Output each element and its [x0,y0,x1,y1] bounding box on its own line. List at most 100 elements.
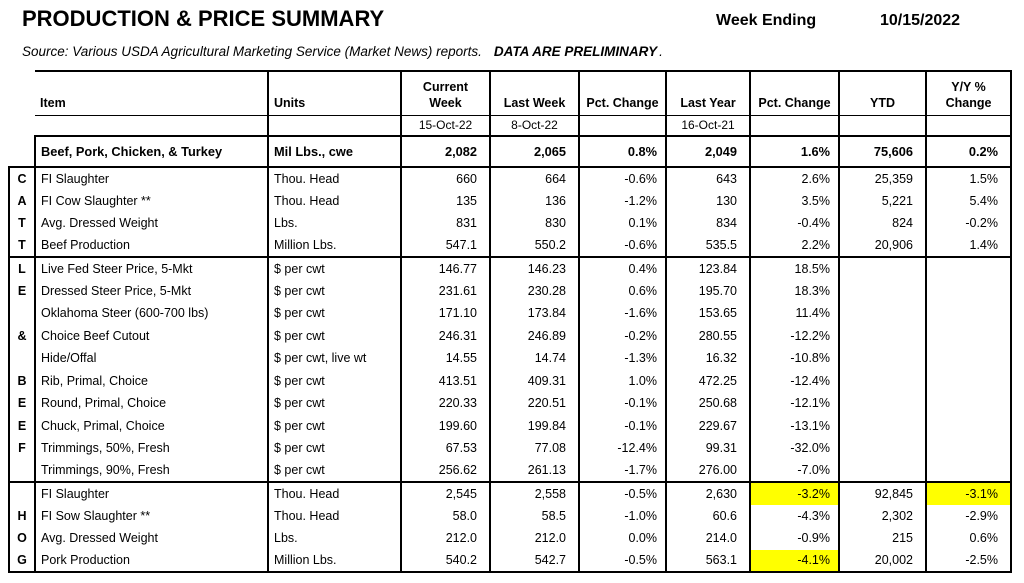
value-cell: 199.60 [401,414,491,437]
value-cell: -1.2% [579,189,667,212]
value-cell: -1.0% [579,504,667,527]
item-cell: Pork Production [34,549,269,573]
value-cell: 660 [401,167,491,190]
section-letter: E [8,414,36,437]
table-row: A FI Cow Slaughter ** Thou. Head 135 136 -1.2… [8,189,1012,212]
item-cell: Round, Primal, Choice [34,392,269,415]
section-letter: E [8,279,36,302]
value-cell: 2,630 [666,482,751,505]
column-header: Units [268,70,402,116]
value-cell: 256.62 [401,459,491,483]
date-cell [35,115,269,137]
item-cell: Trimmings, 90%, Fresh [34,459,269,483]
value-cell: 246.31 [401,324,491,347]
table-row: Trimmings, 90%, Fresh $ per cwt 256.62 261.… [8,459,1012,483]
value-cell-highlighted: -3.2% [750,482,840,505]
item-cell: Beef Production [34,234,269,258]
value-cell: 77.08 [490,437,580,460]
table-row: & Choice Beef Cutout $ per cwt 246.31 246.89… [8,324,1012,347]
value-cell: 215 [839,527,927,550]
value-cell: -32.0% [750,437,840,460]
value-cell: -12.4% [579,437,667,460]
date-cell: 15-Oct-22 [401,115,491,137]
item-cell: Choice Beef Cutout [34,324,269,347]
date-cell [839,115,927,137]
section-letter [8,302,36,325]
section-letter [8,482,36,505]
units-cell: Lbs. [268,212,402,235]
value-cell: -2.9% [926,504,1012,527]
value-cell: 276.00 [666,459,751,483]
value-cell: -0.5% [579,549,667,573]
table-row: B Rib, Primal, Choice $ per cwt 413.51 409.3… [8,369,1012,392]
value-cell [839,279,927,302]
table-row: E Chuck, Primal, Choice $ per cwt 199.60 199… [8,414,1012,437]
value-cell: -10.8% [750,347,840,370]
table-row: H FI Sow Slaughter ** Thou. Head 58.0 58.5 -1… [8,504,1012,527]
value-cell: 5.4% [926,189,1012,212]
units-cell: $ per cwt [268,392,402,415]
value-cell: 540.2 [401,549,491,573]
summary-value: 2,082 [401,136,491,168]
value-cell: 2,558 [490,482,580,505]
item-cell: Dressed Steer Price, 5-Mkt [34,279,269,302]
value-cell [926,392,1012,415]
section-letter: L [8,257,36,280]
value-cell: -1.7% [579,459,667,483]
value-cell: 280.55 [666,324,751,347]
value-cell: 14.74 [490,347,580,370]
value-cell [926,302,1012,325]
value-cell: -0.1% [579,414,667,437]
units-cell: $ per cwt [268,437,402,460]
date-cell [750,115,840,137]
value-cell: 135 [401,189,491,212]
summary-value: 2,049 [666,136,751,168]
section-letter [8,347,36,370]
value-cell: 195.70 [666,279,751,302]
units-cell: Lbs. [268,527,402,550]
item-cell: Chuck, Primal, Choice [34,414,269,437]
table-row: C FI Slaughter Thou. Head 660 664 -0.6% 643 2.6… [8,166,1012,190]
summary-value: 75,606 [839,136,927,168]
item-cell: FI Cow Slaughter ** [34,189,269,212]
value-cell: 0.1% [579,212,667,235]
item-cell: Live Fed Steer Price, 5-Mkt [34,257,269,280]
value-cell: -12.4% [750,369,840,392]
value-cell: 0.4% [579,257,667,280]
units-cell: $ per cwt [268,459,402,483]
section-letter: T [8,234,36,258]
value-cell: 413.51 [401,369,491,392]
value-cell: 212.0 [401,527,491,550]
item-cell: Hide/Offal [34,347,269,370]
value-cell: 171.10 [401,302,491,325]
value-cell: 18.5% [750,257,840,280]
summary-value: 0.2% [926,136,1012,168]
value-cell: 1.0% [579,369,667,392]
summary-item: Beef, Pork, Chicken, & Turkey [34,136,269,168]
value-cell: 2,302 [839,504,927,527]
value-cell: 60.6 [666,504,751,527]
value-cell: 123.84 [666,257,751,280]
date-cell [926,115,1012,137]
column-header: Pct. Change [750,70,840,116]
value-cell [926,347,1012,370]
value-cell: 0.6% [926,527,1012,550]
table-body: Item Units Current Week Last Week Pct. Chang… [8,70,1012,573]
value-cell: 11.4% [750,302,840,325]
value-cell: 214.0 [666,527,751,550]
value-cell: 230.28 [490,279,580,302]
summary-value: 0.8% [579,136,667,168]
section-letter: B [8,369,36,392]
value-cell: 0.6% [579,279,667,302]
value-cell: 146.23 [490,257,580,280]
value-cell: 824 [839,212,927,235]
value-cell: 563.1 [666,549,751,573]
value-cell [839,347,927,370]
value-cell: 16.32 [666,347,751,370]
value-cell: -12.2% [750,324,840,347]
value-cell [926,369,1012,392]
column-header: Item [35,70,269,116]
item-cell: Oklahoma Steer (600-700 lbs) [34,302,269,325]
value-cell: -1.3% [579,347,667,370]
value-cell: 99.31 [666,437,751,460]
